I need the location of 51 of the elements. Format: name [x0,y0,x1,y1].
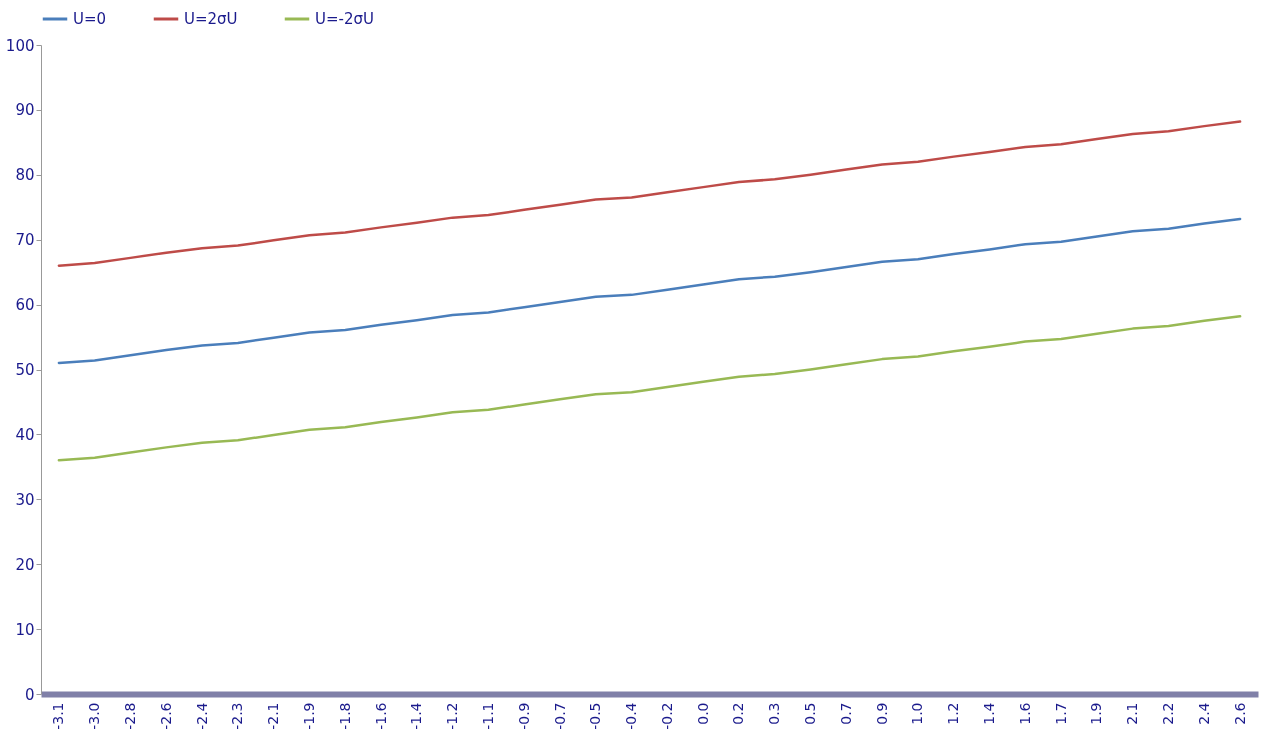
y-tick-label: 50 [15,361,35,379]
line-series [57,120,1242,267]
legend-label: U=2σU [184,10,238,28]
x-tick-label: 2.2 [1160,702,1177,725]
x-tick-label: -1.6 [372,702,389,730]
x-tick-label: -0.2 [658,702,675,730]
x-tick-label: 0.5 [802,702,819,725]
y-tick-label: 70 [15,231,35,250]
y-tick-label: 40 [15,425,35,444]
x-tick-label: 1.2 [945,702,962,725]
x-tick-label: -2.4 [193,702,210,730]
x-tick-label: -3.0 [86,702,103,730]
y-tick-label: 0 [24,685,35,704]
x-tick-label: -1.8 [336,702,353,730]
y-tick-label: 20 [15,555,35,574]
legend-label: U=-2σU [315,10,374,28]
x-tick-label: -2.1 [265,702,282,730]
line-series [57,315,1242,462]
x-tick-label: 1.7 [1052,702,1069,725]
x-tick-label: -0.5 [587,702,604,730]
x-tick-label: -3.1 [50,702,67,730]
x-tick-label: 2.4 [1195,702,1212,725]
x-tick-label: -2.6 [157,702,174,730]
line-series [57,217,1242,365]
y-tick-label: 10 [15,620,35,639]
y-tick-label: 30 [15,490,35,509]
y-tick-label: 100 [5,36,35,55]
x-tick-label: -1.9 [300,702,317,730]
x-tick-label: 1.6 [1016,702,1033,725]
x-tick-label: -2.3 [229,702,246,730]
x-tick-label: 2.6 [1231,702,1248,725]
x-tick-label: 1.4 [981,702,998,725]
x-tick-label: 1.0 [909,702,926,725]
y-tick-label: 80 [15,166,35,185]
x-tick-label: -1.1 [479,702,496,730]
y-tick-label: 60 [15,296,35,315]
x-tick-label: 0.0 [694,702,711,725]
x-tick-label: 0.2 [730,702,747,725]
x-tick-label: -0.9 [515,702,532,730]
x-tick-label: 0.3 [766,702,783,725]
x-tick-label: 1.9 [1088,702,1105,725]
x-tick-label: 2.1 [1124,702,1141,725]
x-tick-label: 0.7 [837,702,854,725]
legend-label: U=0 [73,10,107,28]
x-tick-label: 0.9 [873,702,890,725]
y-tick-label: 90 [15,101,35,120]
x-tick-label: -2.8 [121,702,138,730]
x-tick-label: -0.7 [551,702,568,730]
x-tick-label: -1.4 [408,702,425,730]
x-tick-label: -1.2 [444,702,461,730]
x-tick-label: -0.4 [623,702,640,730]
